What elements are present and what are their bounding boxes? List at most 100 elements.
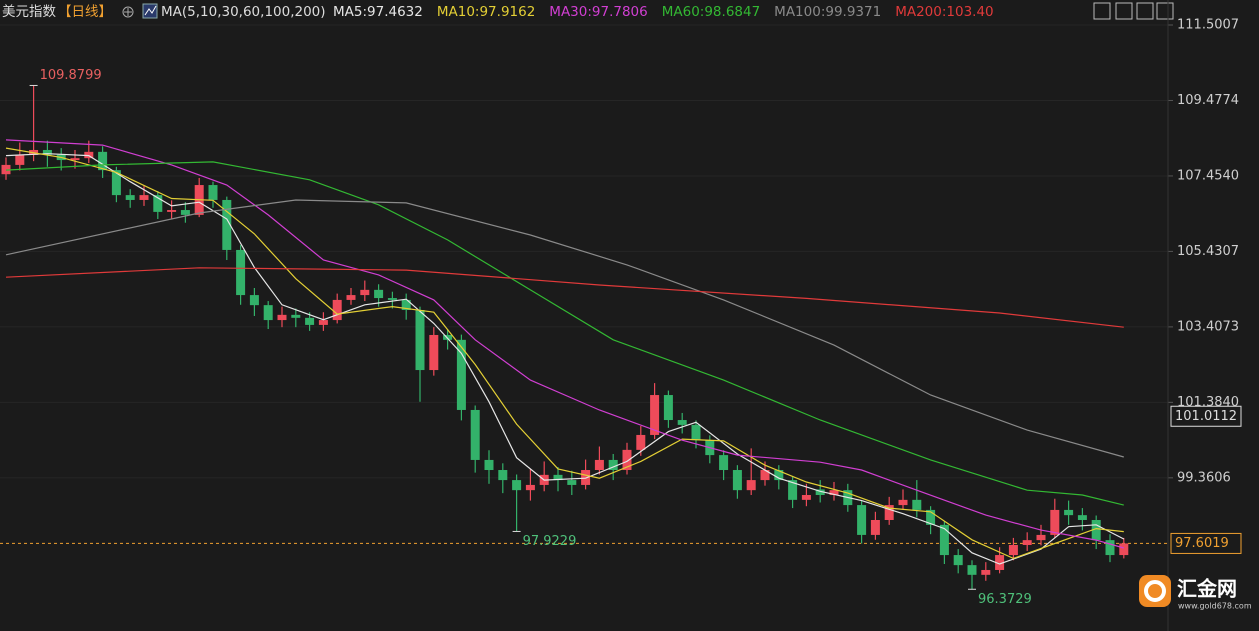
candle-body [512, 480, 522, 491]
candle-body [732, 470, 742, 491]
candle-body [415, 309, 425, 371]
candle-body [622, 449, 632, 471]
legend-entry: MA30:97.7806 [549, 4, 647, 20]
indicator-icon-line [144, 5, 157, 16]
candle-body [1091, 519, 1101, 541]
brand-name: 汇金网 [1177, 577, 1237, 601]
candle-body [291, 314, 301, 318]
candle-body [1119, 543, 1129, 556]
candle-body [249, 295, 259, 306]
candle-body [995, 555, 1005, 570]
brand: 汇金网 www.gold678.com [1139, 575, 1252, 611]
candle-body [15, 154, 25, 165]
candle-body [553, 474, 563, 481]
candle-body [691, 424, 701, 441]
candle-body [898, 499, 908, 506]
candle-body [456, 339, 466, 410]
ma-line [5, 139, 1124, 549]
y-tick-label: 107.4540 [1177, 168, 1239, 183]
candle-body [525, 484, 535, 491]
candle-body [884, 505, 894, 520]
candle-body [498, 470, 508, 481]
annotation: 96.3729 [978, 592, 1032, 607]
candle-body [1036, 534, 1046, 541]
legend-entry: MA100:99.9371 [774, 4, 881, 20]
price-label: 97.6019 [1175, 536, 1229, 551]
candle-body [939, 524, 949, 556]
brand-url: www.gold678.com [1178, 602, 1252, 611]
candle-body [719, 455, 729, 471]
candle-body [346, 295, 356, 300]
candle-body [98, 151, 108, 171]
candle-body [443, 334, 453, 340]
candle-body [870, 519, 880, 535]
candle-body [401, 299, 411, 310]
candle-body [636, 434, 646, 450]
indicator-label: MA(5,10,30,60,100,200) [161, 4, 326, 20]
candle-body [677, 420, 687, 425]
candle-body [650, 395, 660, 435]
add-icon[interactable] [122, 6, 134, 18]
ma-line [5, 147, 1124, 560]
tool-fullscreen[interactable] [1156, 2, 1174, 20]
candle-body [774, 470, 784, 481]
brand-logo-mark [1144, 580, 1166, 602]
y-tick-label: 105.4307 [1177, 244, 1239, 259]
candle-body [788, 480, 798, 500]
y-tick-label: 103.4073 [1177, 319, 1239, 334]
legend-entry: MA60:98.6847 [662, 4, 760, 20]
candle-body [594, 459, 604, 471]
legend-entry: MA200:103.40 [895, 4, 993, 20]
candle-body [277, 314, 287, 321]
ma-line [5, 153, 1125, 565]
candle-body [981, 569, 991, 575]
candle-body [760, 470, 770, 481]
candle-body [236, 249, 246, 296]
candle-body [829, 490, 839, 496]
candle-body [70, 158, 80, 161]
candle-body [332, 299, 342, 321]
candle-body [484, 459, 494, 471]
tool-compare[interactable] [1136, 2, 1154, 20]
candle-body [318, 320, 328, 325]
candle-body [125, 195, 135, 200]
candle-body [139, 195, 149, 200]
ma-line [5, 161, 1124, 506]
candle-body [746, 480, 756, 491]
candle-body [1077, 515, 1087, 520]
candle-body [374, 289, 384, 299]
period[interactable]: 【日线】 [58, 4, 112, 20]
candle-body [815, 489, 825, 496]
ma-line [5, 199, 1124, 458]
candle-body [1064, 509, 1074, 516]
candle-body [222, 199, 232, 250]
candle-body [1050, 509, 1060, 535]
candle-body [387, 298, 397, 300]
candle-body [857, 505, 867, 535]
candle-body [608, 459, 618, 471]
candle-body [180, 210, 190, 215]
candle-body [111, 170, 121, 196]
tool-zoom[interactable] [1115, 2, 1133, 20]
candle-body [263, 305, 273, 321]
price-box [1170, 405, 1242, 427]
candle-body [567, 480, 577, 485]
candle-body [663, 395, 673, 421]
chart-title: 美元指数 [2, 4, 56, 20]
header: 美元指数 【日线】 MA(5,10,30,60,100,200) MA5:97.… [2, 3, 994, 20]
candle-body [42, 149, 52, 155]
annotation: 97.9229 [523, 534, 577, 549]
brand-logo [1139, 575, 1171, 607]
price-box [1170, 532, 1242, 554]
y-tick-label: 111.5007 [1177, 18, 1239, 33]
candle-body [953, 555, 963, 566]
price-label: 101.0112 [1175, 409, 1237, 424]
candle-body [581, 470, 591, 485]
candle-body [305, 317, 315, 325]
candle-body [429, 334, 439, 371]
y-tick-label: 109.4774 [1177, 93, 1239, 108]
tool-crosshair[interactable] [1093, 2, 1111, 20]
y-tick-label: 99.3606 [1177, 470, 1231, 485]
